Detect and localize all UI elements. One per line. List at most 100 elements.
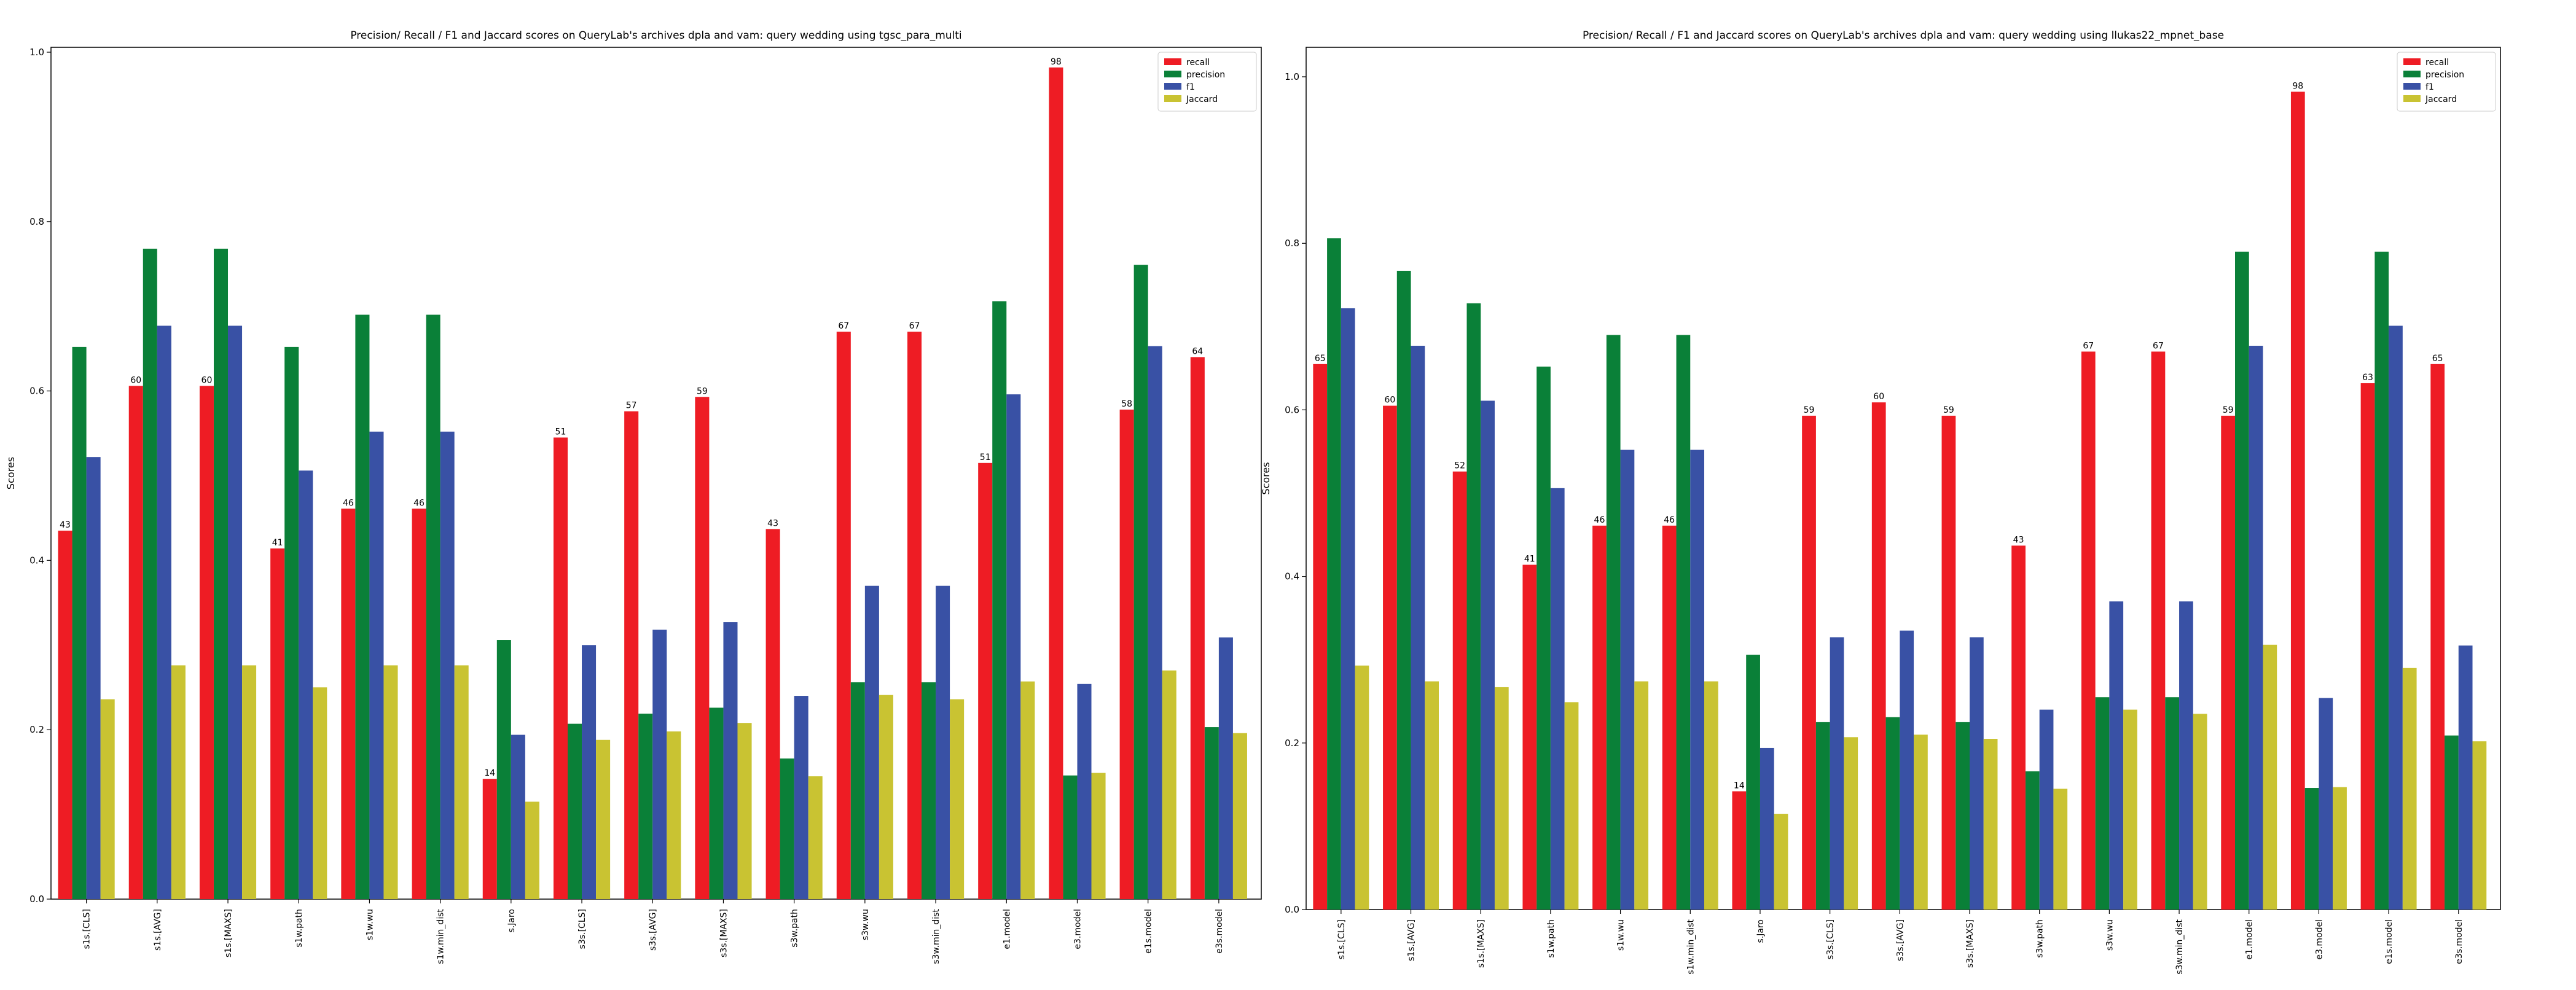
bar-recall-11 — [836, 332, 851, 899]
bar-f1-1 — [1411, 345, 1425, 910]
bar-data-label: 14 — [484, 768, 495, 778]
bar-data-label: 46 — [413, 498, 425, 508]
bar-data-label: 43 — [2013, 535, 2024, 545]
bar-precision-13 — [992, 301, 1007, 899]
x-tick-label: s3s.[MAXS] — [719, 909, 729, 957]
bar-precision-16 — [1204, 727, 1219, 899]
y-tick-label: 0.2 — [29, 724, 44, 735]
bar-recall-14 — [2290, 92, 2305, 910]
x-tick-label: s3w.path — [2035, 919, 2045, 958]
legend-label: precision — [1186, 70, 1225, 80]
x-tick-label: s1s.[AVG] — [1407, 919, 1417, 961]
x-tick-label: s1s.[MAXS] — [1476, 919, 1486, 968]
bar-data-label: 60 — [202, 375, 213, 385]
bar-data-label: 59 — [1804, 405, 1815, 415]
bar-recall-0 — [58, 531, 72, 899]
y-tick-label: 0.2 — [1285, 738, 1299, 749]
bar-recall-1 — [128, 386, 143, 899]
x-tick-label: s3s.[MAXS] — [1965, 919, 1975, 968]
bar-data-label: 64 — [1192, 346, 1203, 356]
bar-data-label: 60 — [1873, 392, 1884, 402]
bar-precision-4 — [355, 314, 370, 899]
bar-jaccard-3 — [313, 687, 327, 899]
x-tick-label: s3s.[AVG] — [1895, 919, 1905, 961]
bar-precision-9 — [709, 707, 724, 899]
bar-f1-13 — [2249, 345, 2263, 910]
bar-jaccard-16 — [2472, 741, 2487, 910]
bar-jaccard-1 — [1425, 681, 1439, 910]
chart-left: Precision/ Recall / F1 and Jaccard score… — [5, 29, 1262, 964]
bar-data-label: 57 — [626, 401, 637, 411]
bar-data-label: 59 — [1943, 405, 1954, 415]
y-tick-label: 0.4 — [1285, 571, 1299, 582]
x-tick-label: s3s.[CLS] — [1826, 919, 1836, 959]
bar-f1-11 — [864, 585, 879, 899]
bar-jaccard-10 — [808, 776, 823, 899]
x-tick-label: s1w.path — [294, 909, 304, 948]
bar-data-label: 59 — [697, 386, 708, 396]
bar-f1-9 — [1970, 637, 1984, 910]
bar-precision-16 — [2445, 735, 2459, 910]
x-tick-label: s1w.wu — [1616, 919, 1626, 951]
bar-jaccard-2 — [1494, 687, 1509, 910]
bar-recall-16 — [1190, 357, 1205, 899]
bar-f1-16 — [2458, 645, 2473, 910]
bar-recall-15 — [1119, 409, 1134, 899]
legend-label: precision — [2425, 70, 2464, 80]
bar-data-label: 67 — [2153, 341, 2164, 351]
x-tick-label: s1s.[CLS] — [82, 909, 92, 949]
legend-label: Jaccard — [1186, 95, 1218, 104]
legend-swatch-jaccard — [1164, 95, 1181, 102]
x-tick-label: s3s.[CLS] — [577, 909, 587, 949]
bar-jaccard-0 — [1355, 665, 1369, 910]
bar-jaccard-11 — [879, 695, 893, 899]
bar-jaccard-6 — [1774, 814, 1788, 910]
y-tick-label: 1.0 — [1285, 71, 1299, 82]
bar-recall-6 — [1732, 791, 1747, 910]
bar-jaccard-0 — [100, 699, 115, 899]
bar-f1-8 — [652, 629, 667, 899]
bar-data-label: 65 — [2432, 354, 2443, 364]
bar-precision-14 — [1063, 775, 1078, 899]
x-tick-label: s1w.min_dist — [1686, 919, 1696, 974]
bar-recall-14 — [1049, 67, 1063, 899]
bar-precision-11 — [2095, 697, 2110, 910]
bar-jaccard-9 — [1983, 739, 1998, 910]
bar-f1-15 — [1148, 346, 1162, 899]
legend-swatch-precision — [2403, 71, 2421, 77]
bar-data-label: 63 — [2362, 373, 2373, 383]
bar-precision-6 — [496, 640, 511, 899]
y-tick-label: 0.8 — [29, 216, 44, 227]
bar-jaccard-12 — [950, 699, 965, 899]
legend-swatch-recall — [1164, 58, 1181, 65]
legend-label: f1 — [1186, 82, 1195, 92]
bar-precision-15 — [1133, 265, 1148, 899]
bar-precision-9 — [1955, 722, 1970, 910]
bar-f1-2 — [228, 325, 243, 899]
y-axis-label: Scores — [5, 457, 17, 489]
bar-precision-4 — [1606, 335, 1621, 910]
bar-f1-7 — [582, 645, 597, 899]
bar-recall-2 — [1452, 471, 1467, 910]
bar-jaccard-5 — [454, 665, 469, 899]
bar-precision-3 — [1537, 366, 1551, 910]
bar-f1-10 — [794, 696, 808, 899]
bar-recall-9 — [695, 397, 710, 899]
bar-precision-15 — [2374, 251, 2389, 910]
bar-precision-2 — [213, 248, 229, 900]
bar-f1-14 — [2319, 698, 2333, 910]
x-tick-label: s1s.[AVG] — [153, 909, 163, 951]
bar-recall-7 — [1802, 415, 1816, 910]
bar-precision-8 — [1885, 717, 1900, 910]
legend-label: Jaccard — [2425, 95, 2457, 104]
bar-recall-3 — [1522, 564, 1537, 910]
bar-f1-5 — [1690, 450, 1704, 910]
bar-jaccard-3 — [1564, 702, 1579, 910]
bar-precision-10 — [2025, 771, 2040, 910]
bar-data-label: 46 — [343, 498, 354, 508]
bar-jaccard-6 — [525, 801, 539, 899]
bar-jaccard-14 — [2333, 787, 2347, 910]
bar-data-label: 59 — [2223, 405, 2234, 415]
legend-label: recall — [1186, 58, 1210, 68]
